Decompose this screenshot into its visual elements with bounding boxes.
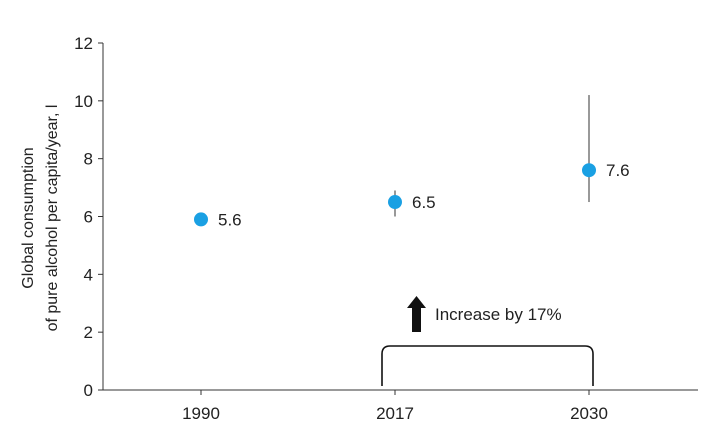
increase-arrow-head <box>407 296 426 308</box>
y-tick-label: 12 <box>74 34 93 53</box>
data-point <box>388 195 402 210</box>
data-point <box>582 163 596 178</box>
data-label: 5.6 <box>218 210 242 229</box>
series: 5.6 6.5 7.6 <box>194 95 630 229</box>
y-tick-label: 4 <box>84 265 93 284</box>
y-tick-label: 0 <box>84 381 93 400</box>
y-tick-label: 2 <box>84 323 93 342</box>
y-tick-label: 8 <box>84 150 93 169</box>
x-tick-label: 1990 <box>182 404 220 423</box>
increase-annotation-label: Increase by 17% <box>435 305 562 324</box>
x-ticks: 1990 2017 2030 <box>182 390 608 423</box>
data-label: 7.6 <box>606 161 630 180</box>
data-label: 6.5 <box>412 193 436 212</box>
x-tick-label: 2030 <box>570 404 608 423</box>
x-tick-label: 2017 <box>376 404 414 423</box>
data-point <box>194 212 208 227</box>
y-ticks: 0 2 4 6 8 10 12 <box>74 34 103 400</box>
axes <box>102 43 698 391</box>
increase-bracket <box>381 345 594 386</box>
annotation: Increase by 17% <box>381 296 594 386</box>
y-tick-label: 10 <box>74 92 93 111</box>
y-axis-label-line-1: Global consumption <box>20 147 37 288</box>
increase-arrow-shaft <box>412 306 421 332</box>
y-tick-label: 6 <box>84 208 93 227</box>
y-axis-label: Global consumption of pure alcohol per c… <box>20 105 61 332</box>
y-axis-label-line-2: of pure alcohol per capita/year, l <box>44 105 61 332</box>
